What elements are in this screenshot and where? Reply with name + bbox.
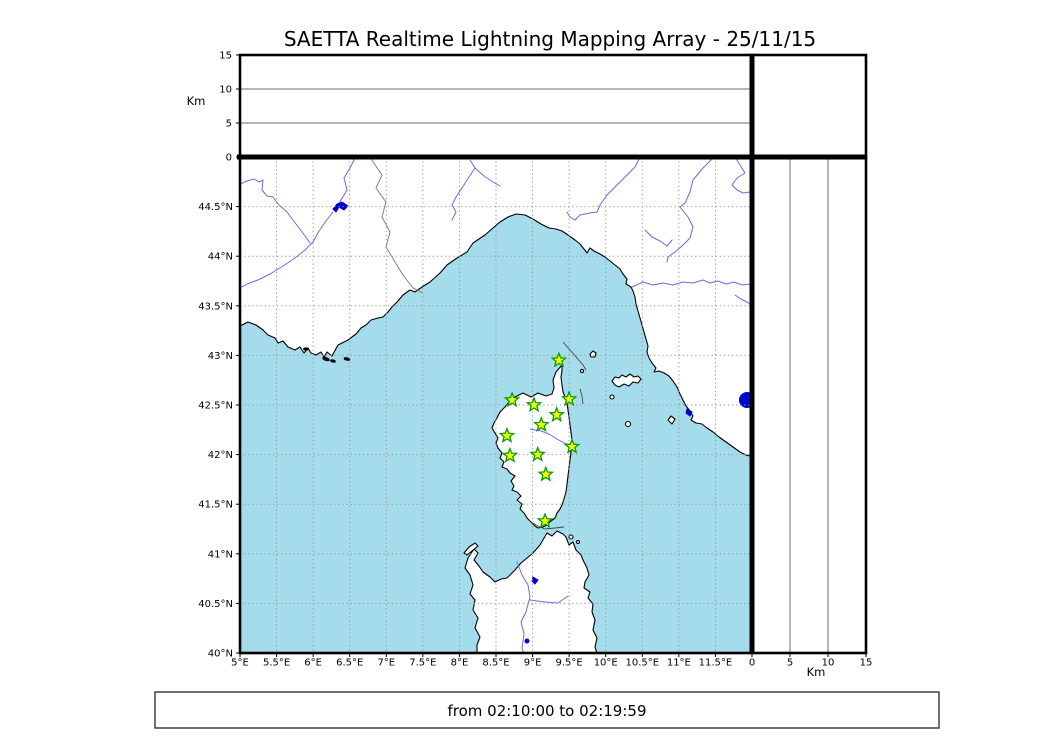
station-markers [498,351,581,529]
figure-title: SAETTA Realtime Lightning Mapping Array … [284,27,816,51]
orbetello-lagoon [685,408,693,417]
alt-left-tick-label: 5 [226,119,232,130]
altitude-lat-panel [750,155,868,655]
axis-ticks: 5°E 5.5°E 6°E 6.5°E 7°E 7.5°E 8°E 8.5°E 9°E 9.5°E… [198,51,872,669]
lon-tick-label: 10.5°E [625,658,659,669]
lon-tick-label: 11.5°E [699,658,733,669]
altitude-axis-label-left: Km [187,94,206,108]
station-star [529,445,547,462]
lon-tick-label: 6°E [304,658,322,669]
station-star [503,391,521,408]
lat-tick-label: 43.5°N [198,301,233,312]
time-range-border [154,691,940,729]
hyeres-islet-3 [330,359,336,363]
lon-tick-label: 7.5°E [409,658,436,669]
lon-tick-label: 8.5°E [482,658,509,669]
altitude-lon-grid [240,88,752,124]
rivers [240,157,752,653]
altitude-lat-grid [789,157,829,653]
station-star [501,446,519,463]
lon-tick-label: 7°E [377,658,395,669]
sardinia-coast [464,530,598,653]
lon-tick-label: 11°E [667,658,691,669]
hyeres-islet-1 [303,347,309,351]
lat-tick-label: 40°N [208,649,233,660]
pianosa-island [609,394,615,400]
lon-tick-label: 6.5°E [336,658,363,669]
sardinia-lake-2 [524,638,530,644]
lake-bolsena [739,392,752,408]
altitude-lon-plot-area [240,55,752,157]
alt-left-tick-label: 15 [219,51,232,62]
station-star [560,390,578,407]
lat-tick-label: 42.5°N [198,401,233,412]
lat-tick-label: 44.5°N [198,202,233,213]
station-star [525,396,543,413]
station-star [533,415,550,432]
lat-tick-label: 43°N [208,351,233,362]
alt-bottom-tick-label: 5 [787,658,793,669]
maddalena-islet-1 [568,534,574,540]
map-panel [240,157,752,653]
lat-tick-label: 42°N [208,450,233,461]
station-star [550,351,568,368]
alt-bottom-tick-label: 15 [860,658,873,669]
alt-left-tick-label: 10 [219,85,232,96]
lat-tick-label: 41.5°N [198,500,233,511]
lon-tick-label: 9°E [524,658,542,669]
corner-plot-area [752,55,866,157]
map-grid [240,157,752,653]
asinara-island [463,542,479,556]
hyeres-islet-2 [322,356,330,362]
alt-left-tick-label: 0 [226,153,232,164]
lon-tick-label: 5°E [231,658,249,669]
country-border [369,157,424,294]
time-range-box: from 02:10:00 to 02:19:59 [154,691,940,729]
station-star [537,465,555,482]
capraia-island [589,350,597,358]
lake-serre-poncon [332,201,349,213]
hyeres-islet-4 [343,357,351,361]
elba-island [611,373,642,388]
alt-bottom-tick-label: 0 [749,658,755,669]
corner-panel [750,53,868,159]
mainland-coast [240,157,752,458]
lat-tick-label: 41°N [208,549,233,560]
montecristo-island [624,420,632,428]
station-star [548,406,566,423]
islet-ne-cap-corse [579,368,585,374]
station-star [536,512,554,529]
lon-tick-label: 10°E [594,658,618,669]
lat-tick-label: 44°N [208,252,233,263]
lon-tick-label: 8°E [451,658,469,669]
lon-tick-label: 9.5°E [556,658,583,669]
maddalena-islet-2 [575,539,581,545]
altitude-lat-plot-area [752,157,866,653]
altitude-lon-panel [238,53,754,159]
alt-bottom-tick-label: 10 [822,658,835,669]
altitude-axis-label-bottom: Km [807,665,826,679]
lakes [332,201,752,644]
lon-tick-label: 5.5°E [263,658,290,669]
map-line-artifacts [530,341,587,530]
station-star [563,437,581,454]
station-star [498,427,516,443]
time-range-text: from 02:10:00 to 02:19:59 [447,702,646,720]
lat-tick-label: 40.5°N [198,599,233,610]
giglio-island [667,415,676,425]
